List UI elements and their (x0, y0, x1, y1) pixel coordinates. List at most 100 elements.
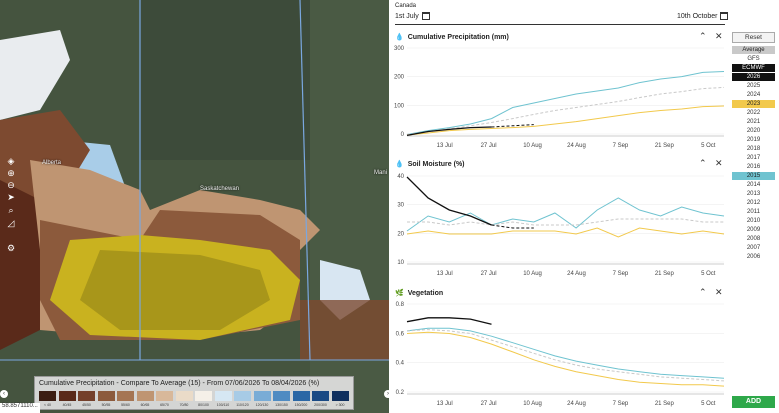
legend-swatch-label: 130/150 (275, 403, 288, 407)
legend-swatch (214, 391, 232, 401)
year-option-average[interactable]: Average (732, 46, 775, 54)
legend-swatch-label: 65/70 (160, 403, 169, 407)
y-tick-label: 300 (394, 46, 405, 52)
measure-icon[interactable]: ◿ (7, 218, 15, 228)
x-tick-label: 27 Jul (481, 401, 497, 407)
y-tick-label: 0 (401, 132, 405, 138)
settings-icon[interactable]: ⚙ (6, 243, 16, 253)
legend-swatch (58, 391, 76, 401)
y-tick-label: 10 (397, 260, 404, 266)
year-option-2018[interactable]: 2018 (746, 146, 761, 152)
series-line-2015 (406, 327, 725, 379)
zoom-out-icon[interactable]: ⊖ (7, 180, 15, 190)
close-chart-icon[interactable]: ✕ (715, 158, 723, 168)
x-tick-label: 27 Jul (481, 143, 497, 149)
close-chart-icon[interactable]: ✕ (715, 287, 723, 297)
precip-chart: 300 200 100 0 13 Jul 27 Jul 10 Aug 24 Aug 7 Sep 2… (394, 46, 725, 149)
series-line-2026 (406, 176, 492, 226)
end-date-value: 10th October (677, 12, 718, 20)
date-range-slider[interactable] (395, 24, 725, 25)
collapse-left-icon[interactable]: ‹ (0, 390, 8, 398)
panel-title-vegetation: 🌿 Vegetation (395, 289, 444, 298)
year-option-2015[interactable]: 2015 (732, 172, 775, 180)
collapse-chart-icon[interactable]: ⌃ (699, 287, 707, 297)
year-option-2013[interactable]: 2013 (746, 191, 761, 197)
x-tick-label: 5 Oct (701, 143, 716, 149)
collapse-chart-icon[interactable]: ⌃ (699, 158, 707, 168)
year-option-2010[interactable]: 2010 (746, 218, 761, 224)
navigate-icon[interactable]: ➤ (7, 192, 15, 202)
x-tick-label: 10 Aug (523, 271, 542, 277)
legend-swatch (253, 391, 271, 401)
year-option-2022[interactable]: 2022 (746, 110, 761, 116)
year-option-2024[interactable]: 2024 (746, 92, 761, 98)
zoom-in-icon[interactable]: ⊕ (7, 168, 15, 178)
x-tick-label: 7 Sep (613, 143, 629, 149)
drop-icon: 💧 (395, 161, 404, 168)
year-option-2017[interactable]: 2017 (746, 155, 761, 161)
vegetation-chart: 0.8 0.6 0.4 0.2 13 Jul 27 Jul 10 Aug 24 Aug 7 Se… (396, 302, 725, 407)
legend-swatch-label: 110/120 (236, 403, 249, 407)
x-tick-label: 13 Jul (437, 271, 453, 277)
add-button[interactable]: ADD (732, 396, 775, 408)
map-legend: Cumulative Precipitation - Compare To Av… (34, 376, 354, 410)
x-tick-label: 7 Sep (613, 401, 629, 407)
legend-swatch (312, 391, 329, 401)
year-option-2007[interactable]: 2007 (746, 245, 761, 251)
year-option-2014[interactable]: 2014 (746, 182, 761, 188)
legend-swatch (234, 391, 251, 401)
legend-swatch-label: 120/130 (255, 403, 269, 407)
legend-swatch-label: 150/200 (294, 403, 308, 407)
year-option-2009[interactable]: 2009 (746, 227, 761, 233)
series-line-2015 (406, 197, 725, 232)
y-tick-label: 40 (397, 174, 404, 180)
collapse-chart-icon[interactable]: ⌃ (699, 31, 707, 41)
series-line-average (407, 218, 724, 226)
map-label-manitoba: Mani (374, 170, 388, 176)
year-option-2012[interactable]: 2012 (746, 200, 761, 206)
calendar-icon[interactable] (421, 12, 430, 20)
x-tick-label: 7 Sep (613, 271, 629, 277)
legend-swatch (331, 391, 349, 401)
close-chart-icon[interactable]: ✕ (715, 31, 723, 41)
region-label: Canada (395, 3, 417, 9)
year-option-2023[interactable]: 2023 (732, 100, 775, 108)
year-option-2020[interactable]: 2020 (746, 128, 761, 134)
legend-swatch-label: 100/110 (216, 403, 230, 407)
y-tick-label: 0.4 (396, 361, 405, 367)
year-option-2006[interactable]: 2006 (746, 254, 761, 260)
charts-panel: Canada 1st July 10th October 💧 Cumulativ… (389, 0, 779, 413)
y-tick-label: 0.6 (396, 331, 405, 337)
x-tick-label: 24 Aug (567, 143, 586, 149)
year-option-ecmwf[interactable]: ECMWF (732, 64, 775, 72)
year-option-gfs[interactable]: GFS (747, 56, 760, 62)
year-option-2011[interactable]: 2011 (747, 209, 760, 215)
year-option-2019[interactable]: 2019 (746, 137, 761, 143)
soil-chart: 40 30 20 10 13 Jul 27 Jul 10 Aug 24 Aug 7 Sep 21 … (397, 174, 725, 277)
x-tick-label: 13 Jul (437, 401, 453, 407)
layers-icon[interactable]: ◈ (7, 156, 15, 166)
start-date-picker[interactable]: 1st July (395, 12, 430, 20)
calendar-icon[interactable] (720, 12, 729, 20)
reset-button[interactable]: Reset (732, 32, 775, 43)
x-tick-label: 5 Oct (701, 271, 716, 277)
series-line-2015 (406, 71, 725, 135)
search-icon[interactable]: ⌕ (8, 205, 14, 215)
map-view[interactable]: Saskatchewan Alberta Mani ◈ ⊕ ⊖ ➤ ⌕ ◿ ⚙ … (0, 0, 389, 413)
legend-swatch (292, 391, 310, 401)
expand-panel-icon[interactable]: › (384, 390, 389, 398)
x-tick-label: 13 Jul (437, 143, 453, 149)
x-tick-label: 24 Aug (567, 271, 586, 277)
year-option-2026[interactable]: 2026 (732, 73, 775, 81)
year-option-2025[interactable]: 2025 (746, 83, 761, 89)
panel-title-precip: 💧 Cumulative Precipitation (mm) (395, 33, 509, 42)
year-option-2016[interactable]: 2016 (746, 164, 761, 170)
coordinate-readout: 58.8571110... (0, 403, 40, 413)
series-line-2023 (406, 227, 725, 238)
end-date-picker[interactable]: 10th October (677, 12, 729, 20)
year-option-2008[interactable]: 2008 (746, 236, 761, 242)
legend-swatch (175, 391, 193, 401)
legend-swatch (195, 391, 212, 401)
legend-swatch-label: 70/80 (179, 403, 189, 407)
year-option-2021[interactable]: 2021 (746, 119, 761, 125)
